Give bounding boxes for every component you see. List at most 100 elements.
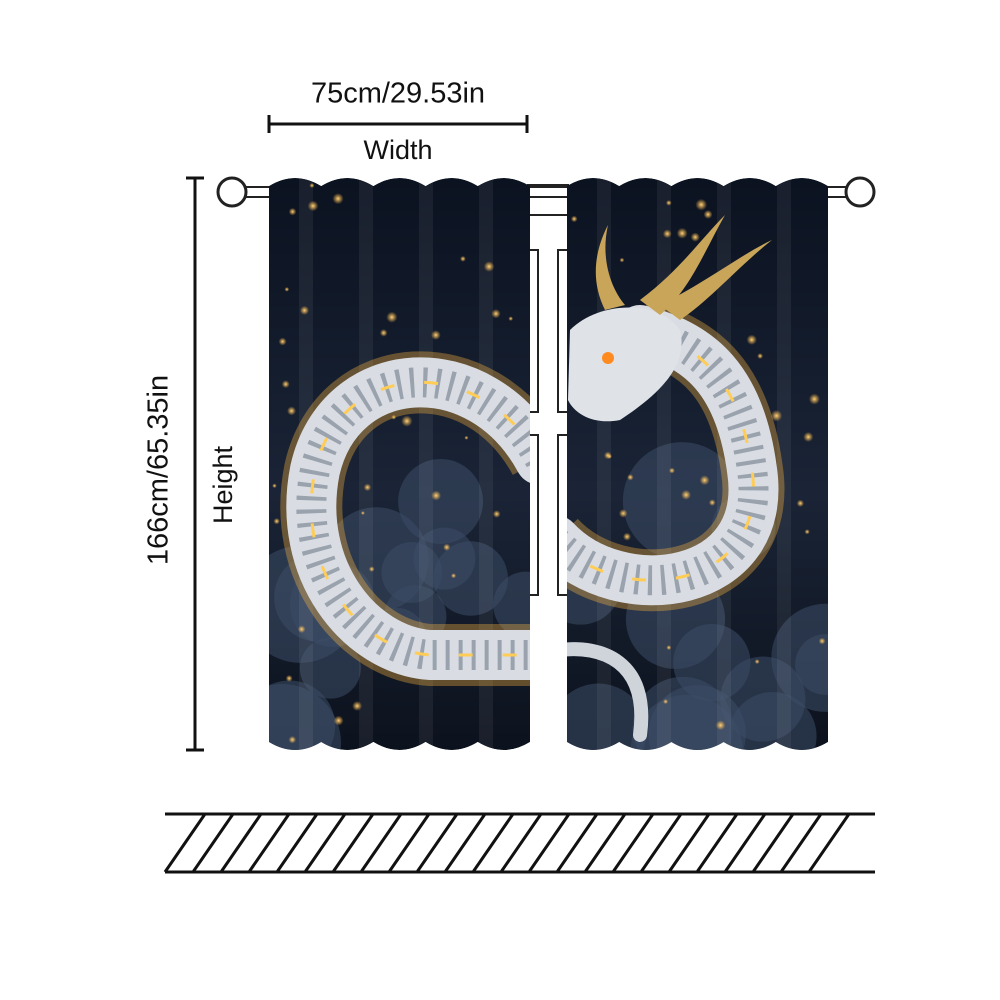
bokeh	[690, 232, 700, 242]
hatch-line	[527, 813, 571, 873]
bokeh	[284, 287, 290, 292]
bokeh	[272, 483, 277, 489]
bokeh	[273, 518, 280, 525]
bokeh	[309, 182, 315, 189]
foliage	[398, 458, 484, 544]
hatch-line	[359, 813, 403, 873]
height-measure: 166cm/65.35in	[143, 375, 175, 565]
hatch-line	[583, 813, 627, 873]
fold-highlight	[657, 178, 671, 750]
bokeh	[570, 215, 578, 223]
hatch-line	[611, 813, 655, 873]
bokeh	[770, 409, 783, 422]
bokeh	[464, 435, 469, 440]
bokeh	[796, 499, 805, 507]
dragon-tail	[567, 642, 649, 742]
bokeh	[665, 199, 672, 206]
foliage	[632, 676, 734, 750]
bokeh	[459, 255, 466, 262]
hatch-line	[695, 813, 739, 873]
dragon-horn	[660, 240, 772, 320]
fold-highlight	[419, 178, 433, 750]
bokeh	[627, 474, 634, 481]
bokeh	[297, 625, 306, 634]
floor-hatch	[163, 812, 875, 874]
bokeh	[363, 483, 372, 492]
height-dimension-line	[186, 176, 204, 752]
bokeh	[360, 511, 365, 516]
hatch-line	[247, 813, 291, 873]
hatch-line	[387, 813, 431, 873]
foliage	[381, 542, 443, 603]
fold-highlight	[359, 178, 373, 750]
bokeh	[386, 311, 398, 323]
bokeh	[619, 257, 625, 263]
dragon-head	[568, 307, 682, 422]
foliage	[433, 541, 508, 616]
bokeh	[288, 735, 297, 744]
bokeh	[676, 227, 688, 239]
hatch-line	[471, 813, 515, 873]
hatch-line	[443, 813, 487, 873]
curtain-panel	[269, 178, 530, 750]
fold-highlight	[479, 178, 493, 750]
bokeh	[401, 415, 413, 427]
hatch-line	[275, 813, 319, 873]
curtain-rod	[216, 176, 876, 208]
bokeh	[699, 475, 710, 486]
hatch-line	[555, 813, 599, 873]
hatch-line	[331, 813, 375, 873]
bokeh	[281, 380, 290, 389]
bokeh	[288, 207, 297, 216]
fold-highlight	[717, 178, 731, 750]
bokeh	[299, 305, 310, 315]
height-label: Height	[208, 445, 238, 524]
bokeh	[818, 637, 826, 645]
hatch-line	[751, 813, 795, 873]
hatch-line	[667, 813, 711, 873]
hatch-line	[723, 813, 767, 873]
bokeh	[703, 210, 713, 219]
hatch-line	[219, 813, 263, 873]
foliage	[795, 634, 828, 695]
foliage	[567, 683, 647, 750]
dragon-glow-lines	[567, 328, 755, 582]
bokeh	[443, 543, 451, 551]
bokeh	[618, 509, 628, 518]
bokeh	[695, 198, 708, 211]
bokeh	[391, 414, 397, 420]
hatch-line	[499, 813, 543, 873]
foliage	[493, 571, 530, 638]
bokeh	[431, 490, 442, 501]
bokeh	[492, 510, 501, 518]
bokeh	[757, 353, 764, 359]
bokeh	[754, 659, 760, 665]
bokeh	[368, 566, 375, 572]
bokeh	[663, 698, 669, 705]
bokeh	[662, 229, 672, 239]
foliage	[622, 442, 741, 561]
foliage	[720, 656, 806, 742]
bokeh	[666, 645, 672, 651]
hatch-line	[163, 813, 207, 873]
bokeh	[450, 573, 457, 579]
fold-highlight	[777, 178, 791, 750]
bokeh	[746, 334, 757, 345]
bokeh	[708, 499, 716, 506]
bokeh	[804, 529, 810, 535]
bokeh	[332, 193, 344, 205]
bokeh	[307, 200, 319, 212]
bokeh	[287, 406, 297, 416]
hatch-line	[303, 813, 347, 873]
hatch-line	[191, 813, 235, 873]
bokeh	[285, 674, 293, 682]
curtain-panel	[567, 178, 828, 750]
hatch-line	[415, 813, 459, 873]
bokeh	[508, 316, 514, 321]
dragon-horn	[595, 225, 625, 310]
bokeh	[333, 715, 344, 726]
dragon-glow-lines	[309, 381, 530, 657]
dragon-scales	[567, 315, 769, 596]
curtain-panels	[269, 178, 828, 750]
